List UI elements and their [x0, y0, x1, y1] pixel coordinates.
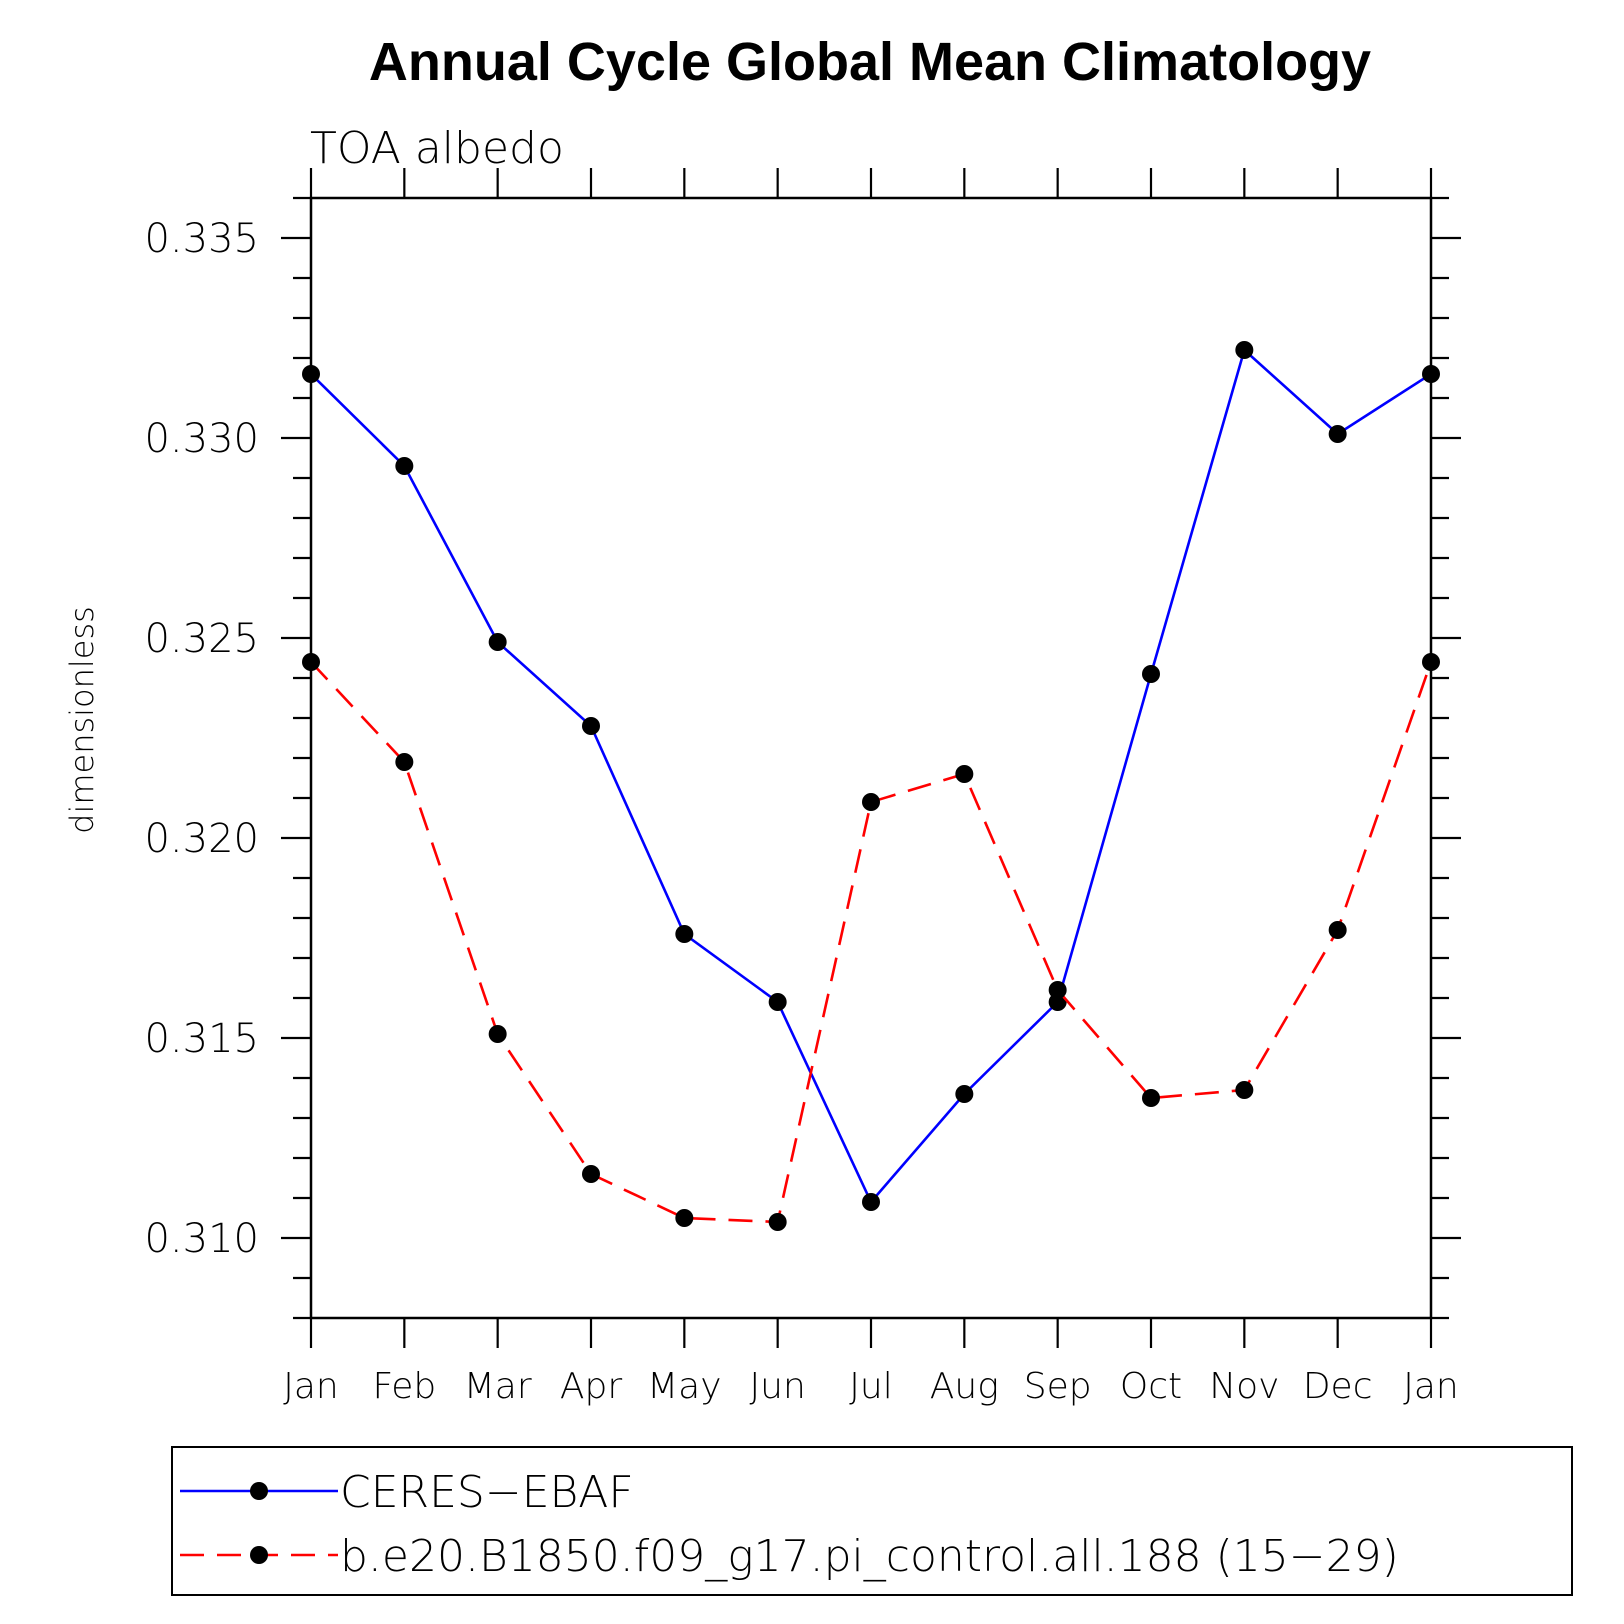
data-point — [488, 1025, 507, 1043]
series-line — [310, 661, 1433, 1224]
x-tick-label: Jan — [1403, 1366, 1459, 1407]
x-tick-label: Oct — [1120, 1366, 1182, 1407]
series-1 — [302, 653, 1440, 1231]
y-tick-label: 0.330 — [144, 416, 259, 462]
y-tick-label: 0.335 — [144, 216, 259, 262]
x-tick-label: Nov — [1209, 1366, 1279, 1407]
data-point — [675, 1209, 694, 1227]
y-tick-label: 0.320 — [144, 816, 259, 862]
legend-label: b.e20.B1850.f09_g17.pi_control.all.188 (… — [340, 1531, 1399, 1582]
y-tick-label: 0.325 — [144, 616, 259, 662]
y-axis-label: dimensionless — [63, 606, 101, 834]
data-point — [582, 1165, 600, 1183]
x-tick-label: Mar — [464, 1366, 532, 1407]
y-tick-label: 0.310 — [144, 1216, 259, 1262]
data-point — [1235, 341, 1254, 359]
x-tick-label: Jan — [283, 1366, 339, 1407]
chart-subtitle: TOA albedo — [310, 123, 564, 174]
data-point — [582, 717, 600, 735]
y-tick-label: 0.315 — [144, 1016, 259, 1062]
legend-box — [171, 1446, 1573, 1596]
data-point — [488, 633, 507, 651]
series-layer — [302, 341, 1440, 1231]
data-point — [1328, 921, 1347, 939]
data-point — [955, 1085, 974, 1103]
data-point — [768, 993, 787, 1011]
data-point — [1235, 1081, 1254, 1099]
data-point — [955, 765, 974, 783]
x-tick-label: Sep — [1024, 1366, 1092, 1407]
x-tick-label: May — [647, 1366, 721, 1407]
data-point — [862, 1193, 880, 1211]
data-point — [395, 753, 414, 771]
data-point — [1142, 1089, 1160, 1107]
x-tick-label: Feb — [372, 1366, 436, 1407]
legend-marker — [250, 1546, 268, 1564]
data-point — [1422, 365, 1440, 383]
data-point — [1142, 665, 1160, 683]
data-point — [1328, 425, 1347, 443]
data-point — [862, 793, 880, 811]
data-point — [302, 653, 320, 671]
series-0 — [302, 341, 1440, 1211]
legend: CERES−EBAF b.e20.B1850.f09_g17.pi_control… — [171, 1446, 1573, 1596]
x-tick-label: Jul — [849, 1366, 892, 1407]
series-line — [310, 347, 1432, 1205]
plot-axes: 0.310 0.315 0.320 0.325 0.330 0.335 Jan Feb Mar A… — [144, 168, 1461, 1407]
data-point — [1422, 653, 1440, 671]
legend-marker — [250, 1482, 268, 1500]
data-point — [675, 925, 694, 943]
data-point — [1048, 981, 1067, 999]
data-point — [768, 1213, 787, 1231]
data-point — [395, 457, 414, 475]
data-point — [302, 365, 320, 383]
x-tick-label: Apr — [560, 1366, 622, 1407]
x-tick-label: Dec — [1303, 1366, 1373, 1407]
x-tick-label: Jun — [750, 1366, 806, 1407]
chart-title: Annual Cycle Global Mean Climatology — [369, 32, 1371, 92]
x-tick-label: Aug — [930, 1366, 999, 1407]
legend-label: CERES−EBAF — [340, 1467, 634, 1518]
